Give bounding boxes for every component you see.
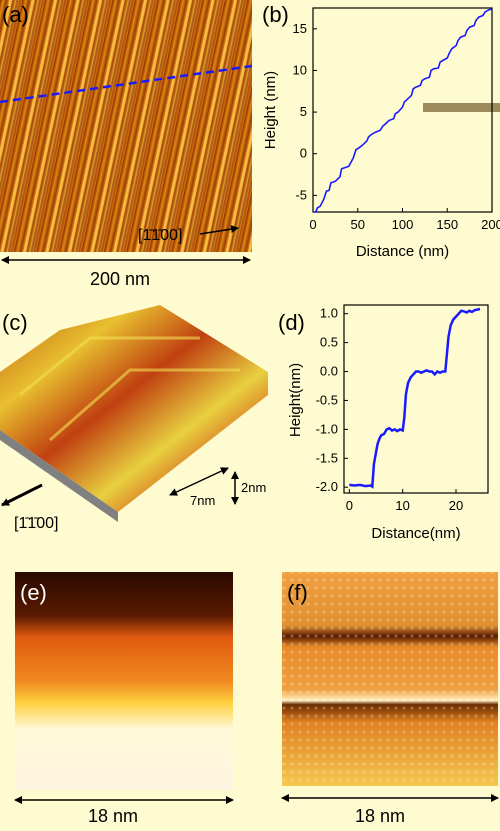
- profile-line: [0, 64, 253, 104]
- y-tick-label: 5: [300, 104, 307, 119]
- x-tick-label: 100: [392, 217, 414, 232]
- panel-f: (f) 18 nm: [281, 572, 499, 826]
- y-axis-label: Height (nm): [262, 71, 279, 149]
- y-tick-label: 0.0: [320, 364, 338, 379]
- scale-label-e: 18 nm: [88, 806, 138, 826]
- series-line: [349, 307, 481, 489]
- direction-label-a: [1̄1̄00]: [138, 227, 182, 244]
- y-tick-label: 1.0: [320, 306, 338, 321]
- y-tick-label: -1.5: [316, 450, 338, 465]
- x-axis-label: Distance(nm): [371, 525, 460, 542]
- scale-label-f: 18 nm: [355, 806, 405, 826]
- atomic-lattice-f: [282, 572, 498, 786]
- y-tick-label: 0.5: [320, 335, 338, 350]
- x-tick-label: 0: [346, 498, 353, 513]
- y-tick-label: -1.0: [316, 421, 338, 436]
- x-tick-label: 200: [481, 217, 500, 232]
- panel-label-d: (d): [278, 310, 305, 335]
- panel-label-e: (e): [20, 580, 47, 605]
- y-tick-label: 15: [293, 21, 307, 36]
- panel-label-b: (b): [262, 2, 289, 27]
- direction-arrow-c: [1, 483, 43, 507]
- dim-arrow-width: [169, 467, 229, 496]
- dim-label-height: 2nm: [241, 480, 266, 495]
- ridge-1: [19, 336, 200, 397]
- panel-label-c: (c): [2, 310, 28, 335]
- ridge-2: [49, 368, 240, 442]
- stm-image-e: [15, 572, 233, 790]
- marker-bar: [423, 103, 500, 112]
- x-tick-label: 10: [395, 498, 409, 513]
- panel-label-a: (a): [2, 2, 29, 27]
- y-axis-label: Height(nm): [287, 363, 304, 437]
- x-tick-label: 50: [351, 217, 365, 232]
- y-tick-label: 10: [293, 62, 307, 77]
- x-tick-label: 150: [436, 217, 458, 232]
- panel-d: (d) 0 10 20 -2.0 -1.5 -1.0 -0.5 0.0 0.5 1.0 Distan…: [278, 304, 489, 542]
- y-tick-label: 0: [300, 146, 307, 161]
- series-line: [313, 8, 493, 213]
- x-tick-label: 0: [309, 217, 316, 232]
- direction-arrow-a: [199, 225, 239, 235]
- afm-image-a: [0, 0, 252, 252]
- y-tick-label: -0.5: [316, 392, 338, 407]
- plot-frame: [343, 304, 489, 494]
- y-tick-label: -5: [295, 187, 307, 202]
- dim-label-width: 7nm: [190, 493, 215, 508]
- y-tick-label: -2.0: [316, 479, 338, 494]
- surface-3d: [0, 305, 268, 512]
- x-axis-label: Distance (nm): [356, 243, 449, 260]
- panel-a: (a) [1̄1̄00] 200 nm: [0, 0, 253, 289]
- chart-d: 0 10 20 -2.0 -1.5 -1.0 -0.5 0.0 0.5 1.0 Distance(n…: [287, 304, 489, 542]
- x-tick-label: 20: [449, 498, 463, 513]
- direction-label-c: [1̄1̄00]: [14, 515, 58, 532]
- panel-c: (c) [1̄1̄00] 7nm 2nm: [0, 305, 268, 532]
- scale-label-a: 200 nm: [90, 269, 150, 289]
- panel-e: (e) 18 nm: [14, 572, 234, 826]
- panel-label-f: (f): [287, 580, 308, 605]
- surface-base: [0, 430, 118, 522]
